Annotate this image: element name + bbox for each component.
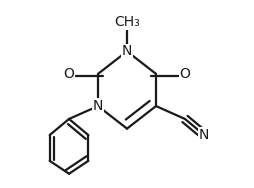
Text: O: O <box>180 67 190 81</box>
Text: O: O <box>64 67 74 81</box>
Text: N: N <box>93 99 103 113</box>
Text: N: N <box>199 128 210 142</box>
Text: N: N <box>122 44 132 58</box>
Text: CH₃: CH₃ <box>114 15 140 29</box>
